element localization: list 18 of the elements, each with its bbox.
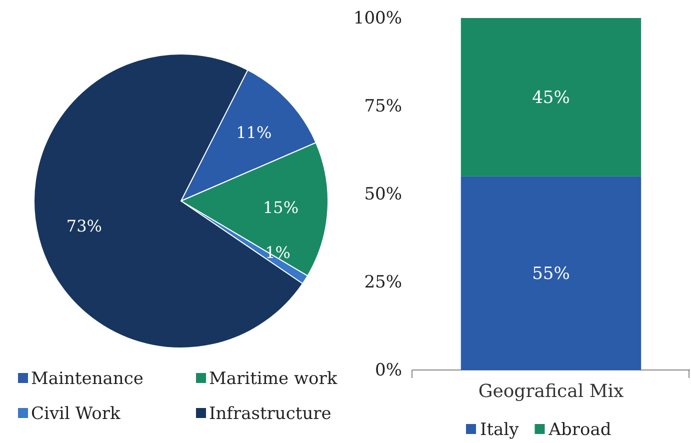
legend-label: Infrastructure [209,404,332,424]
legend-label: Maritime work [209,368,338,389]
data-label: 11% [236,123,272,142]
data-label: 45% [532,88,570,108]
legend-label: Maintenance [31,368,144,389]
y-tick-label: 100% [353,8,402,28]
data-label: 15% [262,198,299,217]
data-label: 1% [265,243,291,262]
y-tick-label: 25% [364,272,402,292]
y-tick-label: 0% [375,360,402,380]
data-label: 73% [66,216,102,236]
legend-label: Abroad [548,420,612,440]
y-tick-label: 75% [364,96,402,116]
x-tick-label: Geografical Mix [478,380,624,402]
legend-label: Italy [480,420,520,440]
legend-label: Civil Work [31,404,122,424]
data-label: 55% [532,264,570,284]
y-tick-label: 50% [364,184,402,204]
